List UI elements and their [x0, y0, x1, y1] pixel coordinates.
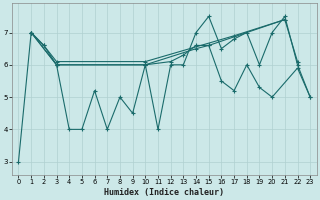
- X-axis label: Humidex (Indice chaleur): Humidex (Indice chaleur): [104, 188, 224, 197]
